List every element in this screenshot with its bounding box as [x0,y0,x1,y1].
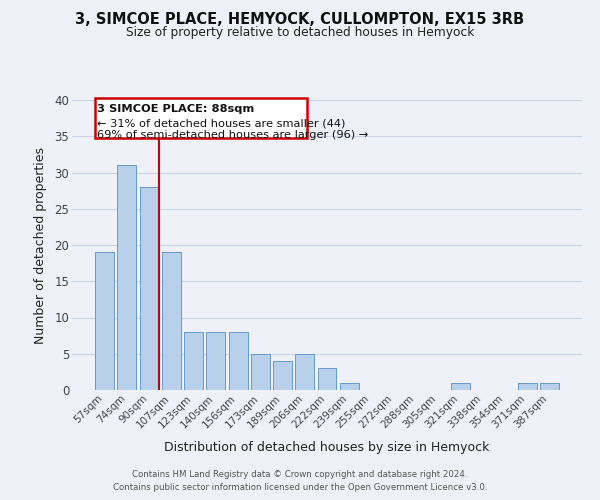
Bar [340,383,359,390]
Bar [518,383,536,390]
Bar [229,332,248,390]
Text: ← 31% of detached houses are smaller (44): ← 31% of detached houses are smaller (44… [97,118,345,128]
Bar [162,252,181,390]
FancyBboxPatch shape [95,98,307,138]
Bar [451,383,470,390]
X-axis label: Distribution of detached houses by size in Hemyock: Distribution of detached houses by size … [164,440,490,454]
Text: 3, SIMCOE PLACE, HEMYOCK, CULLOMPTON, EX15 3RB: 3, SIMCOE PLACE, HEMYOCK, CULLOMPTON, EX… [76,12,524,28]
Bar [273,361,292,390]
Y-axis label: Number of detached properties: Number of detached properties [34,146,47,344]
Text: 3 SIMCOE PLACE: 88sqm: 3 SIMCOE PLACE: 88sqm [97,104,254,114]
Text: Contains HM Land Registry data © Crown copyright and database right 2024.
Contai: Contains HM Land Registry data © Crown c… [113,470,487,492]
Bar [295,354,314,390]
Bar [118,165,136,390]
Text: Size of property relative to detached houses in Hemyock: Size of property relative to detached ho… [126,26,474,39]
Bar [184,332,203,390]
Bar [540,383,559,390]
Bar [317,368,337,390]
Bar [95,252,114,390]
Text: 69% of semi-detached houses are larger (96) →: 69% of semi-detached houses are larger (… [97,130,368,140]
Bar [251,354,270,390]
Bar [206,332,225,390]
Bar [140,187,158,390]
